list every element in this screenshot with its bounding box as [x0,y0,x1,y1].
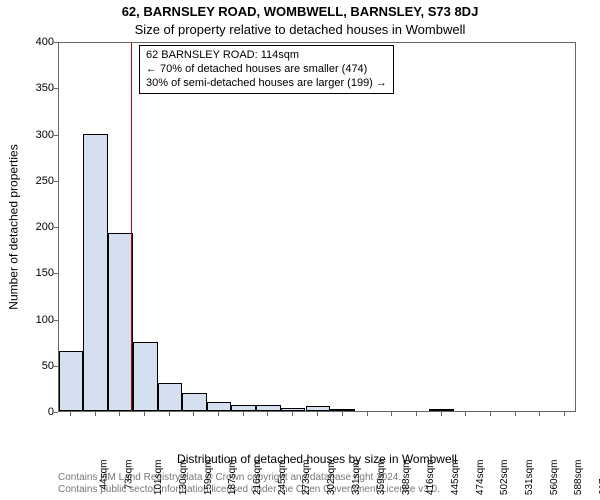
x-tick-label: 388sqm [401,460,412,496]
y-tick-mark [54,135,58,136]
x-tick-mark [292,412,293,416]
y-tick-label: 400 [24,36,54,48]
histogram-bar [59,351,83,411]
histogram-bar [133,342,158,411]
y-tick-mark [54,320,58,321]
x-tick-mark [317,412,318,416]
annotation-line: 62 BARNSLEY ROAD: 114sqm [146,49,387,63]
histogram-bar [158,383,182,411]
y-tick-label: 50 [24,360,54,372]
x-tick-label: 130sqm [178,460,189,496]
y-tick-label: 200 [24,221,54,233]
histogram-bar [330,409,355,411]
histogram-bar [207,402,231,411]
x-tick-label: 502sqm [499,460,510,496]
y-axis-label: Number of detached properties [6,42,22,412]
x-tick-mark [193,412,194,416]
x-tick-label: 359sqm [376,460,387,496]
x-tick-mark [515,412,516,416]
plot-area: 62 BARNSLEY ROAD: 114sqm← 70% of detache… [58,42,576,412]
annotation-box: 62 BARNSLEY ROAD: 114sqm← 70% of detache… [139,45,394,94]
histogram-bar [306,406,331,411]
histogram-bar [231,405,256,411]
chart-container: 62, BARNSLEY ROAD, WOMBWELL, BARNSLEY, S… [0,0,600,500]
histogram-bar [281,408,305,411]
annotation-line: ← 70% of detached houses are smaller (47… [146,63,387,77]
x-tick-mark [416,412,417,416]
y-tick-mark [54,227,58,228]
y-tick-label: 0 [24,406,54,418]
histogram-bar [256,405,281,411]
y-tick-label: 300 [24,129,54,141]
x-tick-label: 73sqm [124,460,135,490]
x-tick-label: 216sqm [252,460,263,496]
x-tick-mark [367,412,368,416]
histogram-bar [429,409,454,411]
annotation-line: 30% of semi-detached houses are larger (… [146,77,387,91]
x-tick-label: 560sqm [549,460,560,496]
address-title: 62, BARNSLEY ROAD, WOMBWELL, BARNSLEY, S… [0,4,600,19]
y-tick-mark [54,366,58,367]
x-tick-mark [465,412,466,416]
property-marker-line [131,43,132,411]
y-tick-label: 150 [24,267,54,279]
x-tick-mark [119,412,120,416]
x-tick-label: 445sqm [450,460,461,496]
y-tick-mark [54,412,58,413]
x-tick-mark [342,412,343,416]
x-tick-mark [169,412,170,416]
x-tick-label: 159sqm [203,460,214,496]
chart-subtitle: Size of property relative to detached ho… [0,22,600,37]
x-tick-label: 302sqm [327,460,338,496]
x-tick-label: 531sqm [524,460,535,496]
y-tick-label: 250 [24,175,54,187]
x-tick-label: 416sqm [425,460,436,496]
y-tick-mark [54,42,58,43]
x-tick-mark [144,412,145,416]
x-tick-mark [391,412,392,416]
x-tick-mark [218,412,219,416]
x-tick-mark [95,412,96,416]
x-tick-mark [490,412,491,416]
x-tick-mark [564,412,565,416]
x-tick-label: 187sqm [227,460,238,496]
y-tick-mark [54,273,58,274]
x-tick-label: 273sqm [302,460,313,496]
x-tick-label: 44sqm [99,460,110,490]
y-tick-label: 100 [24,314,54,326]
x-tick-label: 101sqm [153,460,164,496]
x-tick-mark [70,412,71,416]
x-tick-mark [539,412,540,416]
x-tick-label: 588sqm [573,460,584,496]
y-tick-mark [54,181,58,182]
x-tick-label: 474sqm [475,460,486,496]
histogram-bar [108,233,133,411]
x-tick-label: 331sqm [352,460,363,496]
y-tick-mark [54,88,58,89]
x-tick-label: 245sqm [277,460,288,496]
x-tick-mark [243,412,244,416]
histogram-bar [83,134,108,412]
histogram-bar [182,393,207,412]
x-tick-mark [267,412,268,416]
y-tick-label: 350 [24,82,54,94]
x-tick-mark [441,412,442,416]
